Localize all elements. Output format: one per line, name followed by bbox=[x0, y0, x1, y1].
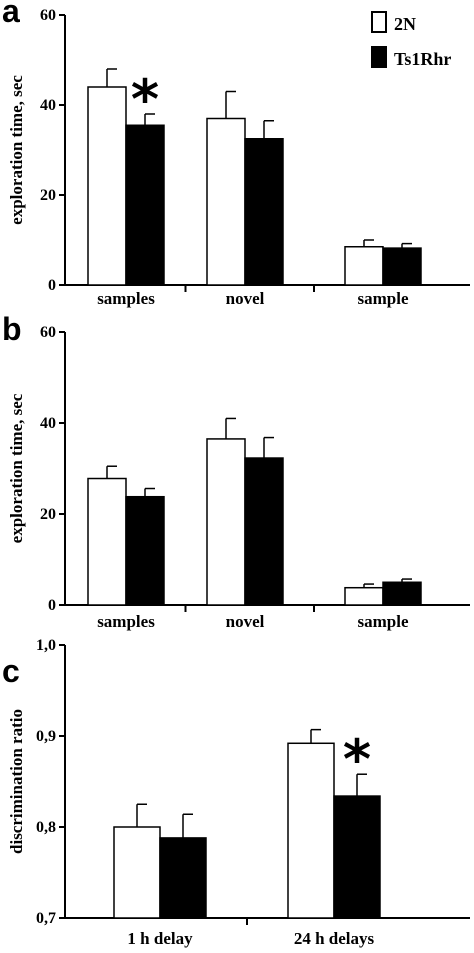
legend: 2N Ts1Rhr bbox=[371, 11, 451, 69]
category-label-1-h-delay: 1 h delay bbox=[127, 929, 193, 948]
category-label-samples: samples bbox=[97, 612, 155, 631]
bar-ts1rhr-sample bbox=[382, 247, 422, 286]
bar-ts1rhr-24-h-delays bbox=[333, 795, 381, 919]
legend-label-ts1rhr: Ts1Rhr bbox=[394, 49, 451, 69]
panel-b: b 0 20 40 60 exploration time, sec samples nove… bbox=[2, 311, 470, 631]
panel-c: c 0,7 0,8 0,9 1,0 discrimination ratio 1 h del… bbox=[2, 637, 470, 948]
category-label-sample: sample bbox=[358, 612, 409, 631]
legend-label-2n: 2N bbox=[394, 14, 416, 34]
y-tick-label: 60 bbox=[40, 324, 56, 341]
bar-ts1rhr-novel bbox=[244, 138, 284, 286]
bar-2n-novel bbox=[206, 438, 246, 606]
bar-ts1rhr-novel bbox=[244, 457, 284, 606]
y-tick-label: 20 bbox=[40, 506, 56, 523]
y-tick-label: 40 bbox=[40, 97, 56, 114]
bar-2n-1-h-delay bbox=[113, 826, 161, 919]
bar-2n-novel bbox=[206, 117, 246, 286]
y-tick-label: 0 bbox=[48, 277, 56, 294]
y-tick-label: 0,7 bbox=[36, 910, 56, 927]
significance-star: * bbox=[343, 728, 371, 791]
bar-2n-samples bbox=[87, 86, 127, 286]
y-tick-label: 40 bbox=[40, 415, 56, 432]
y-tick-label: 60 bbox=[40, 7, 56, 24]
bar-2n-sample bbox=[344, 586, 384, 606]
y-tick-label: 20 bbox=[40, 187, 56, 204]
category-label-novel: novel bbox=[226, 289, 265, 308]
bar-2n-sample bbox=[344, 246, 384, 286]
panel-letter: c bbox=[2, 653, 20, 689]
y-tick-label: 0 bbox=[48, 597, 56, 614]
panel-letter: b bbox=[2, 311, 22, 347]
y-tick-label: 1,0 bbox=[36, 637, 56, 654]
category-label-novel: novel bbox=[226, 612, 265, 631]
y-axis-label: discrimination ratio bbox=[7, 709, 26, 854]
bar-ts1rhr-samples bbox=[125, 495, 165, 606]
bar-2n-samples bbox=[87, 477, 127, 606]
legend-swatch-ts1rhr bbox=[371, 46, 387, 68]
panel-letter: a bbox=[2, 0, 20, 29]
category-label-sample: sample bbox=[358, 289, 409, 308]
bar-ts1rhr-1-h-delay bbox=[159, 837, 207, 919]
category-label-samples: samples bbox=[97, 289, 155, 308]
bar-2n-24-h-delays bbox=[287, 742, 335, 919]
bar-ts1rhr-sample bbox=[382, 581, 422, 606]
bar-ts1rhr-samples bbox=[125, 124, 165, 286]
panel-a: a 0 20 40 60 exploration time, sec samples nove… bbox=[2, 0, 470, 308]
y-axis-label: exploration time, sec bbox=[7, 393, 26, 543]
category-label-24-h-delays: 24 h delays bbox=[294, 929, 375, 948]
legend-swatch-2n bbox=[371, 11, 387, 33]
y-tick-label: 0,8 bbox=[36, 819, 56, 836]
y-axis-label: exploration time, sec bbox=[7, 75, 26, 225]
y-tick-label: 0,9 bbox=[36, 728, 56, 745]
significance-star: * bbox=[131, 68, 159, 131]
